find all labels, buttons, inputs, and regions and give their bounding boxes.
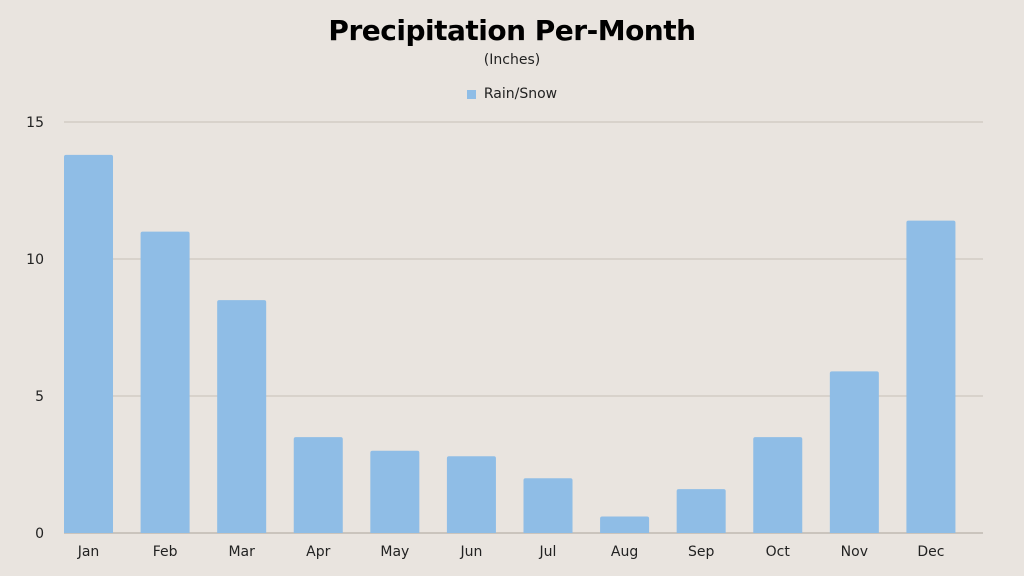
x-tick-label-dec: Dec: [917, 544, 944, 560]
bar-aug: [600, 516, 650, 533]
x-tick-label-aug: Aug: [611, 544, 638, 560]
bar-jun: [446, 456, 496, 533]
x-tick-label-jun: Jun: [459, 544, 482, 560]
bar-feb: [140, 231, 190, 533]
x-tick-label-oct: Oct: [766, 544, 791, 560]
bar-sep: [676, 489, 726, 533]
bar-jan: [64, 154, 114, 533]
y-tick-label-0: 0: [35, 526, 44, 542]
y-tick-label-15: 15: [26, 115, 44, 131]
legend-swatch: [466, 89, 476, 99]
legend: Rain/Snow: [0, 86, 1024, 102]
bar-apr: [293, 437, 343, 533]
legend-label: Rain/Snow: [483, 86, 558, 102]
x-tick-label-mar: Mar: [228, 544, 255, 560]
chart-title: Precipitation Per-Month: [328, 14, 696, 47]
x-tick-label-feb: Feb: [153, 544, 178, 560]
x-tick-label-apr: Apr: [306, 544, 330, 560]
bar-dec: [906, 220, 956, 533]
x-tick-label-may: May: [380, 544, 409, 560]
chart-subtitle: (Inches): [483, 52, 541, 68]
y-tick-label-10: 10: [26, 252, 44, 268]
x-tick-label-jul: Jul: [539, 544, 557, 560]
bar-oct: [753, 437, 803, 533]
bar-mar: [217, 300, 267, 533]
bar-nov: [829, 371, 879, 533]
x-tick-label-jan: Jan: [77, 544, 100, 560]
y-tick-label-5: 5: [35, 389, 44, 405]
bar-may: [370, 450, 420, 533]
x-tick-label-nov: Nov: [841, 544, 868, 560]
x-tick-label-sep: Sep: [688, 544, 715, 560]
bar-jul: [523, 478, 573, 533]
